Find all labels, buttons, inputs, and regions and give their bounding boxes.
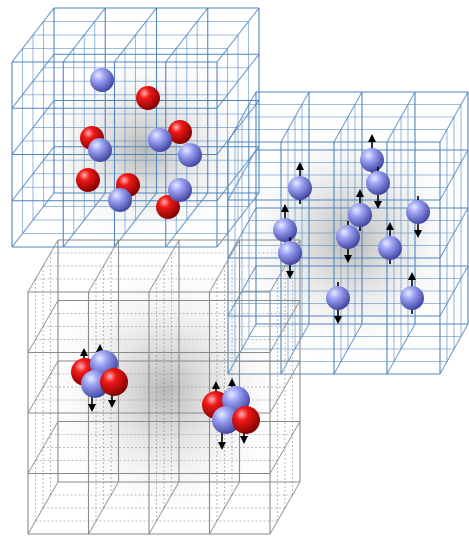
- red-atom: [156, 195, 180, 219]
- lattice-line: [27, 421, 59, 474]
- blue-atom: [168, 178, 192, 202]
- lattice-line: [148, 481, 180, 535]
- shadow-glow: [25, 45, 265, 255]
- blue-atom: [90, 68, 114, 92]
- lattice-line: [27, 360, 59, 414]
- blue-atom: [326, 286, 350, 310]
- lattice-line: [216, 146, 260, 202]
- lattice-line: [209, 239, 240, 293]
- blue-atom: [360, 148, 384, 172]
- lattice-line: [333, 91, 363, 143]
- lattice-line: [269, 300, 301, 353]
- lattice-line: [439, 91, 469, 143]
- lattice-line: [165, 192, 209, 248]
- lattice-line: [269, 360, 301, 414]
- red-atom: [76, 168, 100, 192]
- lattice-line: [386, 91, 416, 143]
- lattice-line: [27, 300, 59, 353]
- red-atom: [136, 86, 160, 110]
- lattice-line: [227, 207, 257, 259]
- blue-atom: [348, 203, 372, 227]
- lattice-line: [165, 7, 209, 63]
- lattice-line: [386, 323, 416, 375]
- blue-atom: [212, 406, 240, 434]
- lattice-line: [227, 149, 257, 201]
- lattice-line: [439, 207, 469, 259]
- lattice-line: [227, 91, 257, 143]
- lattice-line: [280, 323, 310, 375]
- lattice-line: [27, 239, 59, 293]
- lattice-line: [439, 149, 469, 201]
- lattice-line: [280, 91, 310, 143]
- lattice-line: [27, 481, 59, 535]
- lattice-line: [439, 323, 469, 375]
- lattice-line: [439, 265, 469, 317]
- lattice-line: [216, 7, 260, 63]
- lattice-line: [216, 53, 260, 109]
- lattice-line: [216, 100, 260, 155]
- blue-atom: [108, 188, 132, 212]
- blue-atom: [366, 171, 390, 195]
- red-atom: [232, 406, 260, 434]
- blue-atom: [178, 143, 202, 167]
- lattice-line: [88, 481, 119, 535]
- lattice-line: [11, 192, 55, 248]
- blue-atom: [336, 225, 360, 249]
- lattice-line: [269, 421, 301, 474]
- blue-atom: [148, 128, 172, 152]
- lattice-line: [114, 192, 157, 248]
- blue-atom: [400, 286, 424, 310]
- blue-atom: [273, 218, 297, 242]
- blue-atom: [288, 176, 312, 200]
- lattice-line: [227, 323, 257, 375]
- red-atom: [100, 368, 128, 396]
- atoms: [71, 68, 430, 450]
- blue-atom: [278, 241, 302, 265]
- lattice-line: [11, 146, 55, 202]
- lattice-line: [11, 53, 55, 109]
- lattice-line: [11, 100, 55, 155]
- lattice-line: [62, 192, 106, 248]
- lattice-line: [216, 192, 260, 248]
- blue-atom: [88, 138, 112, 162]
- lattice-line: [11, 7, 55, 63]
- lattice-line: [88, 239, 119, 293]
- red-atom: [168, 120, 192, 144]
- blue-atom: [406, 200, 430, 224]
- lattice-line: [114, 7, 157, 63]
- lattice-line: [227, 265, 257, 317]
- blue-atom: [378, 236, 402, 260]
- lattice-line: [333, 323, 363, 375]
- lattice-line: [148, 239, 180, 293]
- lattice-line: [62, 7, 106, 63]
- lattice-line: [269, 481, 301, 535]
- lattice-line: [209, 481, 240, 535]
